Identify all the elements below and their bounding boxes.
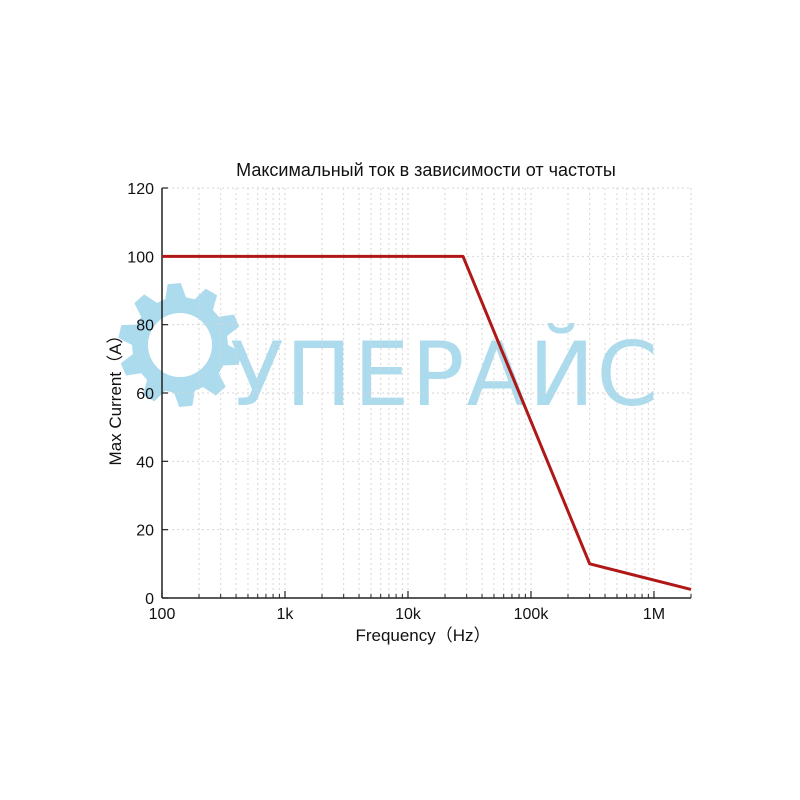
- x-axis-ticks: 100 1k 10k 100k 1M: [149, 591, 692, 623]
- y-tick-label: 60: [136, 386, 154, 403]
- series-group: [162, 254, 692, 591]
- x-tick-label: 1M: [643, 606, 665, 623]
- y-tick-label: 40: [136, 454, 154, 471]
- x-axis-label: Frequency（Hz）: [355, 626, 490, 645]
- x-tick-label: 100k: [514, 606, 550, 623]
- y-tick-label: 120: [127, 181, 154, 198]
- y-tick-label: 0: [145, 591, 154, 608]
- chart-title: Максимальный ток в зависимости от частот…: [236, 160, 616, 180]
- y-tick-label: 80: [136, 318, 154, 335]
- y-tick-label: 100: [127, 249, 154, 266]
- x-tick-label: 1k: [277, 606, 295, 623]
- series-line: [162, 254, 692, 591]
- watermark-text: УПЕРАЙС: [230, 323, 660, 426]
- y-axis-ticks: 0 20 40 60 80 100 120: [127, 181, 168, 608]
- y-tick-label: 20: [136, 523, 154, 540]
- x-tick-label: 100: [149, 606, 176, 623]
- x-tick-label: 10k: [395, 606, 422, 623]
- grid: [161, 187, 692, 599]
- y-axis-label: Max Current（A）: [106, 327, 125, 466]
- watermark: УПЕРАЙС: [118, 283, 660, 426]
- gear-icon: [118, 283, 242, 407]
